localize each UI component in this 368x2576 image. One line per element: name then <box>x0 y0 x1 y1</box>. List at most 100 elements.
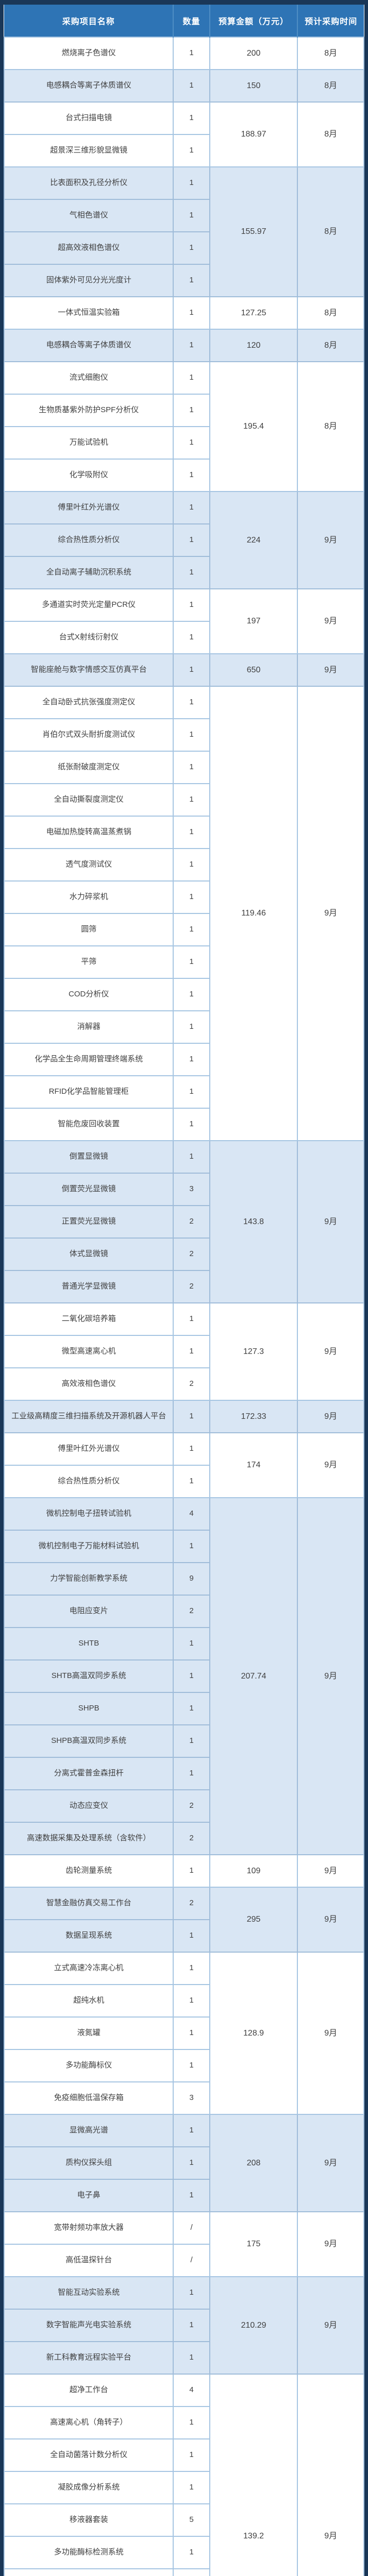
table-row: 台式扫描电镜 1 188.97 8月 <box>4 101 364 167</box>
quantity-cell: 1 <box>173 1757 210 1790</box>
budget-cell: 109 <box>209 1854 298 1888</box>
item-name-cell: 高效液相色谱仪 <box>4 1367 174 1401</box>
table-row: 智能互动实验系统 1 210.29 9月 <box>4 2276 364 2375</box>
table-row: 一体式恒温实验箱 1 127.25 8月 <box>4 296 364 330</box>
budget-cell: 155.97 <box>209 166 298 297</box>
item-name-cell: 智能座舱与数字情感交互仿真平台 <box>4 653 174 687</box>
item-name-cell: 化学品全生命周期管理终端系统 <box>4 1043 174 1076</box>
item-name-cell: 气相色谱仪 <box>4 199 174 232</box>
budget-cell: 197 <box>209 588 298 654</box>
table-row: 免疫细胞低温保存箱 3 <box>4 2081 364 2115</box>
quantity-cell: 1 <box>173 2276 210 2310</box>
item-name-cell: 化学吸附仪 <box>4 459 174 492</box>
budget-cell: 127.25 <box>209 296 298 330</box>
item-name-cell: 纸张耐破度测定仪 <box>4 751 174 784</box>
time-cell: 9月 <box>297 1952 364 2115</box>
item-name-cell: 超景深三维形貌显微镜 <box>4 134 174 167</box>
table-row: 凝胶成像分析系统 1 <box>4 2471 364 2504</box>
time-cell: 9月 <box>297 2374 364 2576</box>
time-cell: 9月 <box>297 1400 364 1433</box>
item-name-cell: 全自动卧式抗张强度测定仪 <box>4 686 174 719</box>
item-name-cell: 圆筛 <box>4 913 174 946</box>
table-row: RFID化学品智能管理柜 1 <box>4 1075 364 1109</box>
table-row: 数字智能声光电实验系统 1 <box>4 2309 364 2342</box>
budget-cell: 172.33 <box>209 1400 298 1433</box>
table-row: 气相色谱仪 1 <box>4 199 364 232</box>
quantity-cell: 1 <box>173 2438 210 2472</box>
table-row: 普通光学显微镜 2 <box>4 1270 364 1303</box>
item-name-cell: SHPB <box>4 1692 174 1725</box>
table-row: 宽带射频功率放大器/175 9月 <box>4 2211 364 2277</box>
item-name-cell: 傅里叶红外光谱仪 <box>4 1432 174 1466</box>
quantity-cell: 3 <box>173 1173 210 1206</box>
quantity-cell: 3 <box>173 2081 210 2115</box>
budget-cell: 150 <box>209 69 298 103</box>
item-name-cell: 平筛 <box>4 945 174 979</box>
table-row: 微机控制电子万能材料试验机 1 <box>4 1530 364 1563</box>
col-header-budget: 预算金额（万元） <box>209 5 298 37</box>
table-body: 燃烧离子色谱仪 1 200 8月 电感耦合等离子体质谱仪 1 150 8月 台式扫描电镜 1 188… <box>4 37 364 2576</box>
item-name-cell: 肖伯尔式双头耐折度测试仪 <box>4 718 174 752</box>
quantity-cell: 4 <box>173 2374 210 2407</box>
item-name-cell: 透气度测试仪 <box>4 848 174 882</box>
quantity-cell: 1 <box>173 1335 210 1368</box>
quantity-cell: 2 <box>173 1205 210 1239</box>
time-cell: 9月 <box>297 1887 364 1953</box>
item-name-cell: SHTB高温双同步系统 <box>4 1659 174 1693</box>
item-name-cell: 电磁加热旋转高温蒸煮锅 <box>4 816 174 849</box>
item-name-cell: 体式显微镜 <box>4 1238 174 1271</box>
quantity-cell: 1 <box>173 718 210 752</box>
table-row: 倒置显微镜 1 143.8 9月 <box>4 1140 364 1303</box>
table-row: 智能座舱与数字情感交互仿真平台 1 650 9月 <box>4 653 364 687</box>
quantity-cell: 1 <box>173 2016 210 2050</box>
table-row: 多功能酶标检测系统 1 <box>4 2536 364 2569</box>
table-row: 燃烧离子色谱仪 1 200 8月 <box>4 37 364 70</box>
quantity-cell: 1 <box>173 880 210 914</box>
table-row: 全自动离子辅助沉积系统 1 <box>4 556 364 589</box>
quantity-cell: 1 <box>173 1302 210 1336</box>
budget-cell: 120 <box>209 329 298 362</box>
table-row: 立式高速冷冻离心机 1 128.9 9月 <box>4 1952 364 2115</box>
table-row: 傅里叶红外光谱仪 1 174 9月 <box>4 1432 364 1498</box>
item-name-cell: 智慧金融仿真交易工作台 <box>4 1887 174 1920</box>
quantity-cell: 1 <box>173 556 210 589</box>
table-row: 全自动菌落计数分析仪 1 <box>4 2438 364 2472</box>
time-cell: 8月 <box>297 166 364 297</box>
budget-cell: 208 <box>209 2114 298 2212</box>
item-name-cell: 台式扫描电镜 <box>4 101 174 135</box>
quantity-cell: 1 <box>173 2406 210 2439</box>
item-name-cell: 凝胶成像分析系统 <box>4 2471 174 2504</box>
item-name-cell: 数据呈现系统 <box>4 1919 174 1953</box>
item-name-cell: 综合热性质分析仪 <box>4 523 174 557</box>
time-cell: 9月 <box>297 1854 364 1888</box>
table-row: 高效液相色谱仪 2 <box>4 1367 364 1401</box>
time-cell: 9月 <box>297 491 364 589</box>
table-row: 纸张耐破度测定仪 1 <box>4 751 364 784</box>
time-cell: 9月 <box>297 2211 364 2277</box>
item-name-cell: 液氮罐 <box>4 2016 174 2050</box>
item-name-cell: 微型高速离心机 <box>4 1335 174 1368</box>
budget-cell: 174 <box>209 1432 298 1498</box>
item-name-cell: 普通光学显微镜 <box>4 1270 174 1303</box>
quantity-cell: 4 <box>173 1497 210 1531</box>
table-row: 正置荧光显微镜 2 <box>4 1205 364 1239</box>
quantity-cell: 1 <box>173 2471 210 2504</box>
quantity-cell: 1 <box>173 1140 210 1174</box>
item-name-cell: 全自动撕裂度测定仪 <box>4 783 174 817</box>
item-name-cell: 比表面积及孔径分析仪 <box>4 166 174 200</box>
quantity-cell: 1 <box>173 361 210 395</box>
item-name-cell: 分离式霍普金森扭杆 <box>4 1757 174 1790</box>
item-name-cell: 倒置荧光显微镜 <box>4 1173 174 1206</box>
table-row: 超微量分光光度计1 <box>4 2568 364 2576</box>
time-cell: 9月 <box>297 588 364 654</box>
item-name-cell: 超微量分光光度计 <box>4 2568 174 2576</box>
item-name-cell: 固体紫外可见分光光度计 <box>4 264 174 297</box>
quantity-cell: 1 <box>173 653 210 687</box>
quantity-cell: 1 <box>173 1530 210 1563</box>
item-name-cell: 智能危废回收装置 <box>4 1108 174 1141</box>
table-row: 全自动卧式抗张强度测定仪 1 119.46 9月 <box>4 686 364 1141</box>
quantity-cell: 2 <box>173 1595 210 1628</box>
budget-cell: 295 <box>209 1887 298 1953</box>
quantity-cell: 1 <box>173 459 210 492</box>
